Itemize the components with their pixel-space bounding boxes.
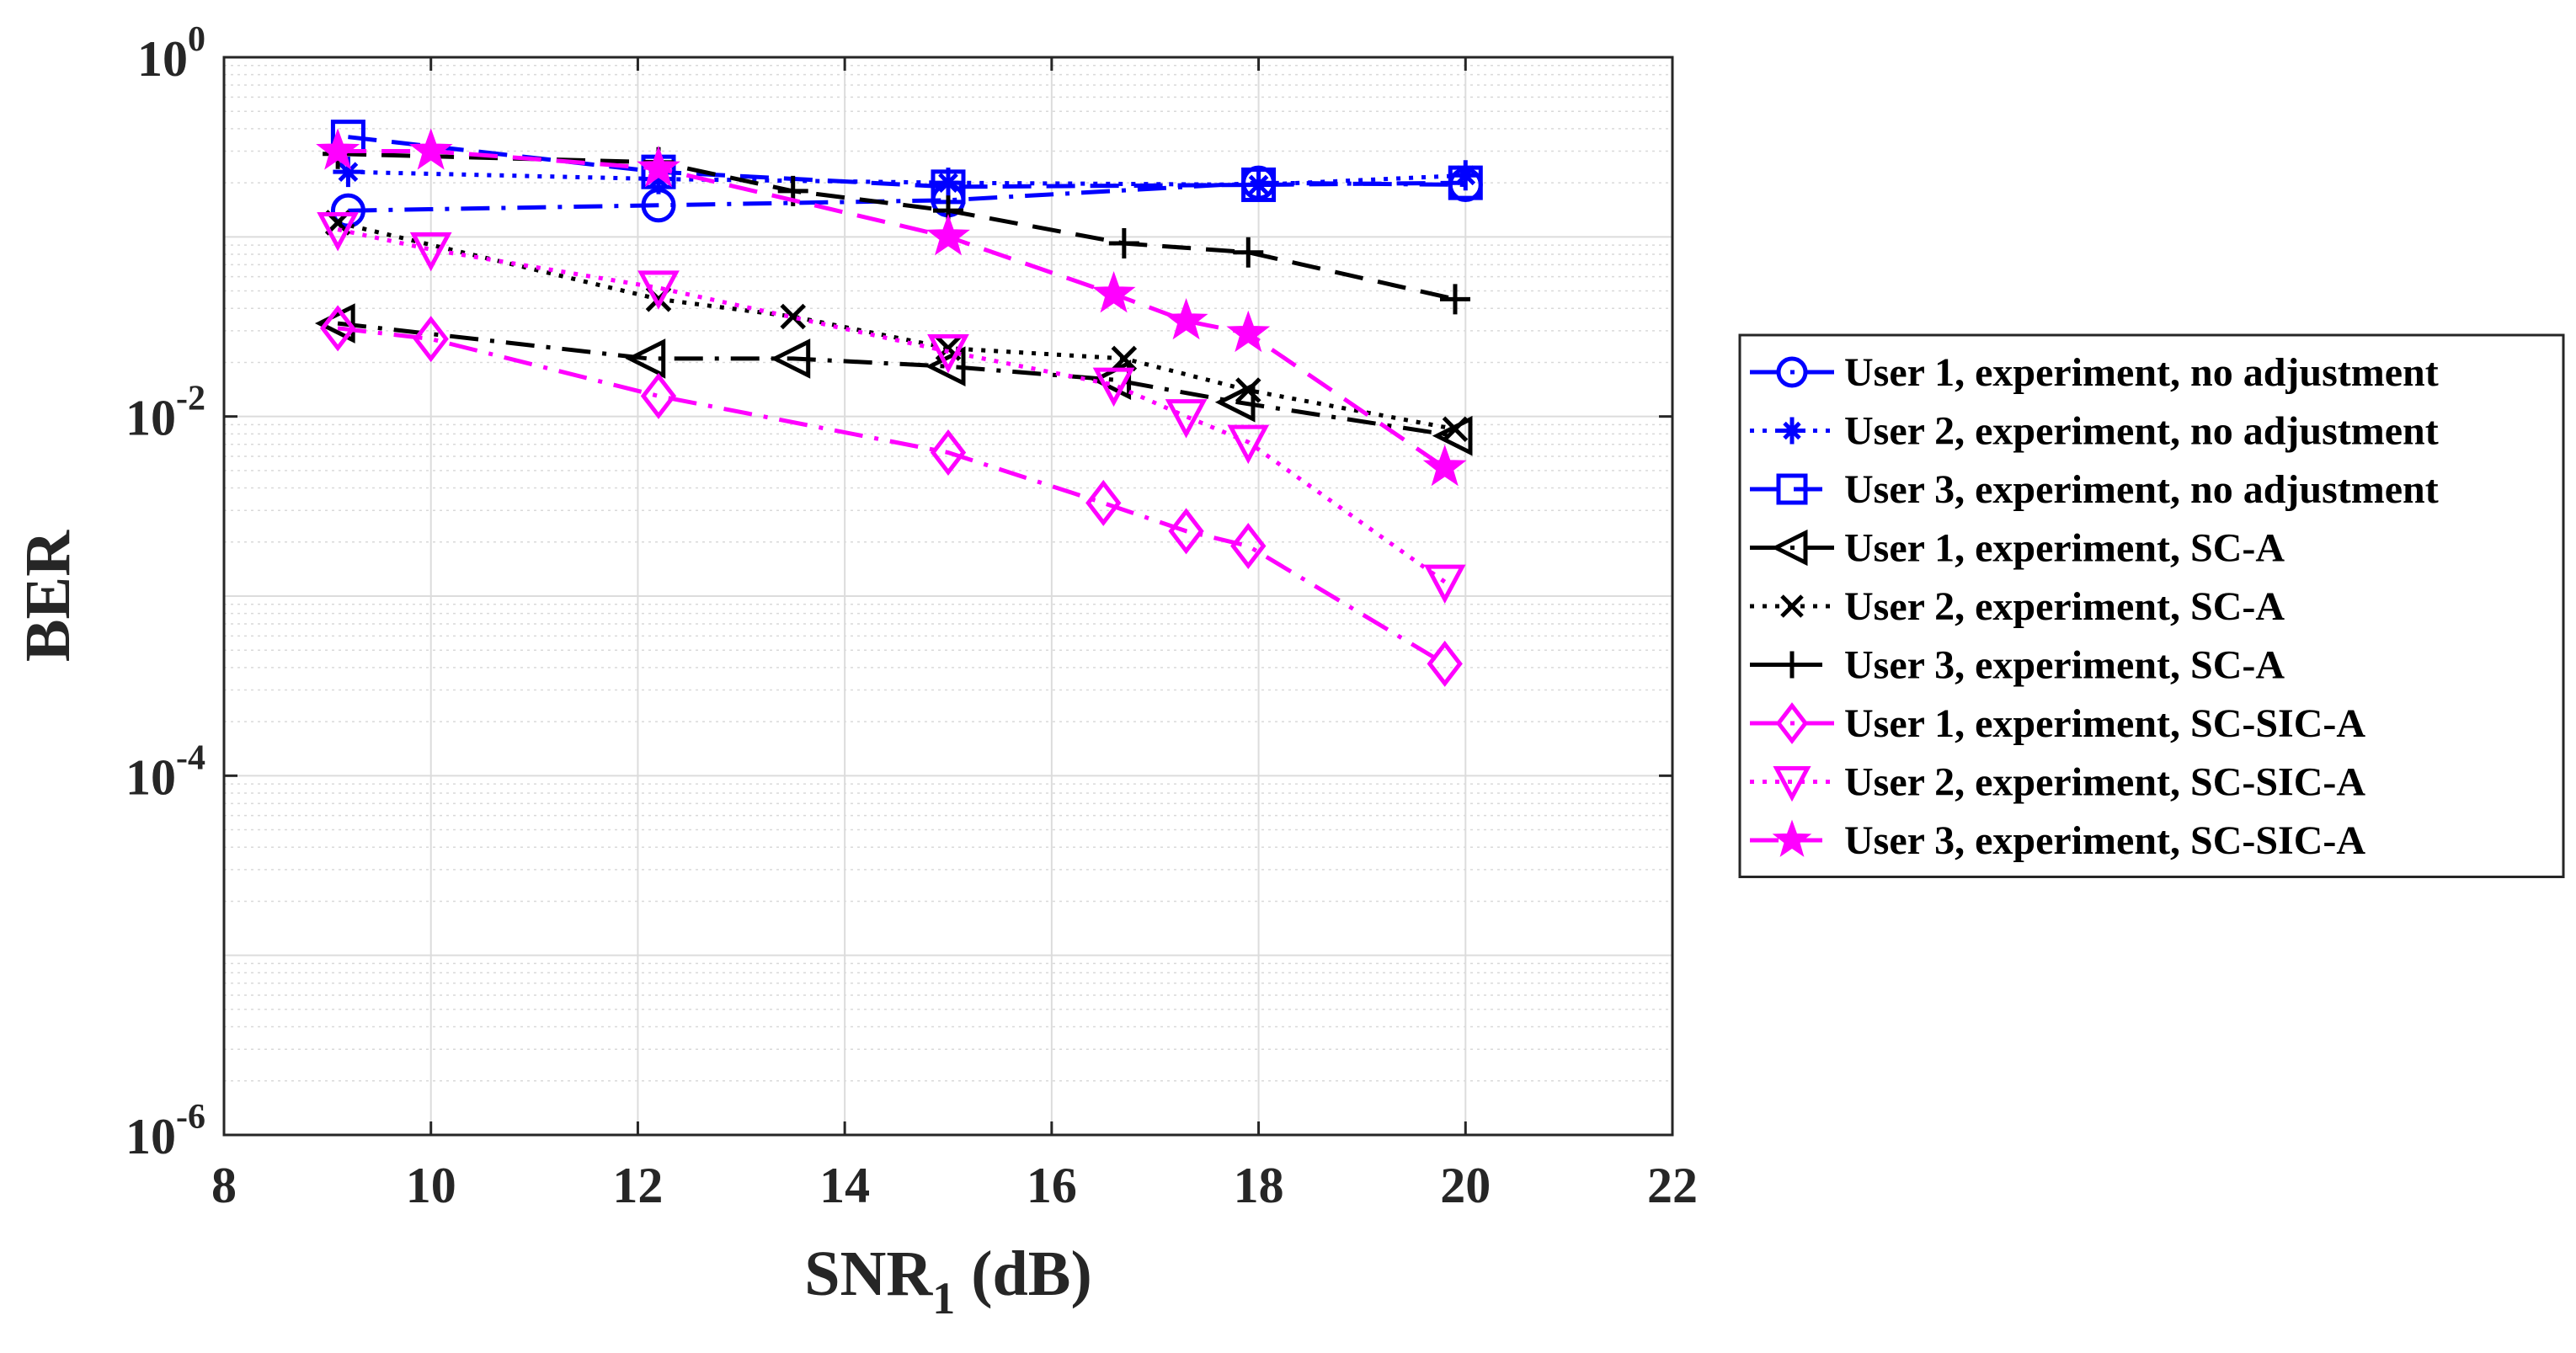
data-point-marker — [625, 338, 666, 379]
legend-entry: User 1, experiment, SC-A — [1750, 526, 2285, 571]
data-point-marker — [409, 232, 452, 272]
data-point-marker — [1440, 284, 1470, 315]
legend-label: User 1, experiment, SC-SIC-A — [1844, 701, 2365, 746]
series-line — [348, 135, 1466, 189]
x-tick-label: 20 — [1440, 1158, 1491, 1213]
data-point-marker — [1227, 424, 1270, 465]
y-axis-ticks: 100 10-2 10-4 10-6 — [125, 20, 1672, 1164]
data-point-marker — [927, 333, 969, 374]
data-point-marker — [1448, 165, 1483, 200]
series-7 — [319, 305, 1463, 687]
legend-marker — [1771, 529, 1808, 567]
series-8 — [317, 212, 1466, 605]
data-point-marker — [1243, 169, 1274, 200]
legend-entry: User 1, experiment, no adjustment — [1750, 350, 2439, 395]
x-axis-ticks: 8 10 12 14 16 18 20 22 — [211, 57, 1698, 1213]
data-point-marker — [1423, 564, 1466, 605]
data-point-marker — [1168, 508, 1204, 555]
data-point-marker — [1422, 445, 1467, 487]
legend-marker — [1776, 473, 1808, 505]
legend: User 1, experiment, no adjustment User 2,… — [1738, 333, 2565, 878]
x-tick-label: 16 — [1027, 1158, 1077, 1213]
legend-marker — [1772, 819, 1812, 857]
legend-entry: User 3, experiment, no adjustment — [1750, 467, 2439, 512]
legend-label: User 3, experiment, SC-SIC-A — [1844, 818, 2365, 863]
y-axis-title: BER — [13, 530, 83, 662]
data-point-marker — [1092, 367, 1135, 407]
legend-label: User 3, experiment, SC-A — [1844, 643, 2285, 688]
legend-label: User 2, experiment, SC-SIC-A — [1844, 760, 2365, 805]
x-tick-label: 22 — [1647, 1158, 1698, 1213]
data-point-marker — [780, 303, 806, 330]
legend-entry: User 2, experiment, SC-SIC-A — [1750, 760, 2365, 805]
data-point-marker — [316, 128, 360, 170]
x-tick-label: 8 — [211, 1158, 237, 1213]
data-point-marker — [930, 429, 967, 476]
legend-marker — [1779, 651, 1805, 679]
series-9 — [316, 128, 1467, 487]
data-point-marker — [1111, 345, 1138, 372]
data-point-marker — [314, 303, 355, 344]
data-point-marker — [1091, 271, 1136, 313]
legend-marker — [1773, 766, 1811, 802]
data-point-marker — [643, 163, 674, 194]
legend-marker — [1779, 417, 1805, 445]
data-point-marker — [317, 212, 360, 252]
legend-label: User 3, experiment, no adjustment — [1844, 467, 2439, 512]
x-tick-label: 18 — [1234, 1158, 1284, 1213]
legend-entry: User 3, experiment, SC-A — [1750, 643, 2285, 688]
series-line — [337, 326, 1446, 666]
plot-frame — [222, 56, 1674, 1137]
legend-label: User 1, experiment, SC-A — [1844, 526, 2285, 571]
x-tick-label: 12 — [612, 1158, 663, 1213]
data-point-marker — [319, 305, 356, 352]
data-point-marker — [1230, 523, 1267, 570]
data-point-marker — [1108, 228, 1139, 259]
x-axis-title: SNR1 (dB) — [804, 1238, 1092, 1324]
y-tick-label: 10-2 — [125, 380, 205, 446]
data-point-marker — [1164, 298, 1208, 340]
data-point-marker — [933, 168, 963, 199]
legend-label: User 1, experiment, no adjustment — [1844, 350, 2439, 395]
legend-entry: User 3, experiment, SC-SIC-A — [1750, 818, 2365, 863]
plot-series — [314, 120, 1483, 687]
data-point-marker — [926, 214, 970, 256]
data-point-marker — [1165, 399, 1208, 439]
data-point-marker — [333, 157, 364, 188]
legend-entry: User 2, experiment, SC-A — [1750, 584, 2285, 629]
legend-marker — [1780, 594, 1804, 618]
y-tick-label: 100 — [137, 20, 205, 87]
legend-label: User 2, experiment, no adjustment — [1844, 409, 2439, 454]
y-tick-label: 10-4 — [125, 738, 205, 805]
legend-marker — [1776, 356, 1808, 388]
data-point-marker — [640, 372, 677, 419]
y-tick-label: 10-6 — [125, 1098, 205, 1164]
data-point-marker — [1235, 377, 1261, 403]
legend-marker — [1775, 702, 1809, 744]
data-point-marker — [1226, 310, 1271, 353]
data-point-marker — [637, 270, 680, 310]
data-point-marker — [1085, 479, 1122, 526]
legend-entry: User 1, experiment, SC-SIC-A — [1750, 701, 2365, 746]
x-tick-label: 14 — [819, 1158, 870, 1213]
data-point-marker — [1214, 381, 1256, 423]
data-point-marker — [1442, 416, 1469, 442]
data-point-marker — [1450, 160, 1481, 191]
legend-box — [1738, 333, 2565, 878]
data-point-marker — [925, 346, 966, 387]
data-point-marker — [770, 338, 811, 379]
data-point-marker — [1233, 237, 1264, 268]
legend-entry: User 2, experiment, no adjustment — [1750, 409, 2439, 454]
data-point-marker — [413, 316, 449, 363]
x-tick-label: 10 — [406, 1158, 456, 1213]
data-point-marker — [408, 128, 453, 170]
data-point-marker — [1427, 640, 1463, 687]
legend-label: User 2, experiment, SC-A — [1844, 584, 2285, 629]
data-point-marker — [1241, 167, 1277, 202]
data-point-marker — [637, 145, 680, 188]
series-2 — [333, 157, 1481, 200]
